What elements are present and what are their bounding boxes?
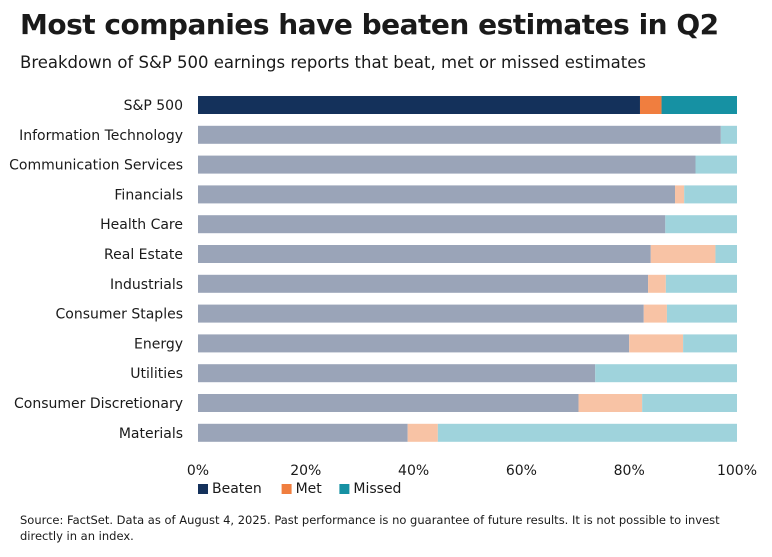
bar-information-technology-missed [720,125,737,144]
bar-communication-services-beaten [198,155,696,174]
bar-health-care-missed [665,215,737,234]
category-label-energy: Energy [134,336,183,352]
bar-utilities-missed [595,364,737,383]
bar-real-estate-missed [715,245,737,263]
bar-materials-beaten [198,423,408,442]
bar-consumer-staples-met [643,304,667,323]
bar-sandp-500-met [639,96,662,114]
category-label-consumer-staples: Consumer Staples [56,307,183,323]
x-tick-label-4: 80% [614,463,645,479]
category-label-sandp-500: S&P 500 [124,98,183,114]
x-tick-label-3: 60% [506,463,537,479]
x-tick-label-0: 0% [187,463,209,479]
bar-energy-met [629,334,684,353]
bar-communication-services-missed [695,155,737,174]
bar-real-estate-beaten [198,245,651,263]
category-label-financials: Financials [114,187,183,203]
category-label-information-technology: Information Technology [19,128,183,144]
bar-consumer-staples-beaten [198,304,644,323]
bar-information-technology-beaten [198,125,721,144]
bar-sandp-500-beaten [198,96,640,114]
bar-energy-missed [683,334,737,353]
bar-industrials-missed [665,274,737,293]
x-tick-label-5: 100% [717,463,757,479]
legend-swatch-beaten [198,484,208,494]
source-footnote: Source: FactSet. Data as of August 4, 20… [20,513,720,543]
bar-industrials-met [648,274,666,293]
category-label-materials: Materials [119,426,183,442]
bar-consumer-discretionary-missed [642,394,737,412]
legend-swatch-met [281,484,292,494]
bar-materials-missed [437,423,737,442]
bar-financials-beaten [198,185,676,204]
bar-consumer-staples-missed [666,304,737,323]
chart-title: Most companies have beaten estimates in … [20,8,719,41]
bar-industrials-beaten [198,274,649,293]
bar-financials-met [675,185,685,204]
legend-swatch-missed [339,484,350,494]
category-label-consumer-discretionary: Consumer Discretionary [14,396,183,412]
bar-energy-beaten [198,334,630,353]
bar-health-care-beaten [198,215,666,234]
bar-materials-met [407,423,438,442]
bar-real-estate-met [650,245,716,263]
legend-label-missed: Missed [353,481,401,497]
bar-consumer-discretionary-beaten [198,394,579,412]
x-tick-label-2: 40% [398,463,429,479]
category-label-utilities: Utilities [130,366,183,382]
bar-utilities-beaten [198,364,596,383]
category-label-communication-services: Communication Services [9,158,183,174]
legend-label-met: Met [296,481,323,497]
bar-financials-missed [684,185,737,204]
legend-label-beaten: Beaten [212,481,262,497]
chart-subtitle: Breakdown of S&P 500 earnings reports th… [20,53,646,72]
bar-sandp-500-missed [661,96,737,114]
category-label-industrials: Industrials [110,277,183,293]
category-label-health-care: Health Care [100,217,183,233]
x-tick-label-1: 20% [290,463,321,479]
stacked-bar-chart: S&P 500 Information Technology Communicati… [9,96,757,497]
bar-consumer-discretionary-met [578,394,643,412]
category-label-real-estate: Real Estate [104,247,183,263]
